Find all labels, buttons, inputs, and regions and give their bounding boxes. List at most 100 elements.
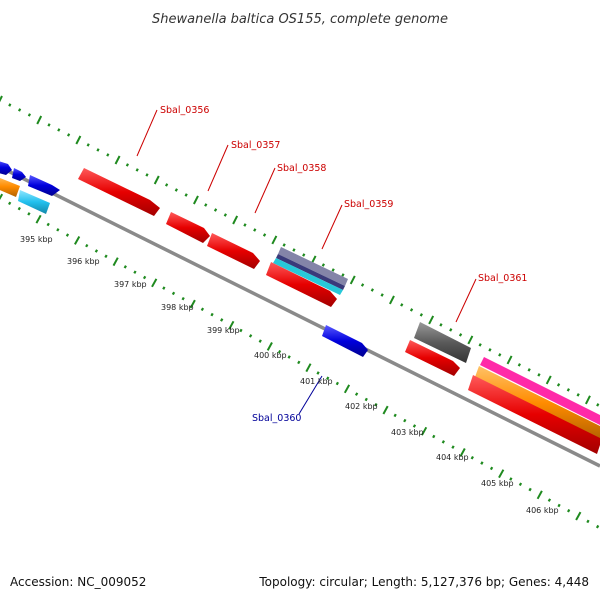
gene-arrow-red[interactable] [166,212,210,243]
scale-minor-tick [411,309,412,311]
scale-major-tick [538,491,542,499]
gene-label-sbal-0357[interactable]: Sbal_0357 [231,140,280,151]
scale-minor-tick [176,189,177,192]
scale-minor-tick [568,510,569,513]
scale-major-tick [268,343,272,351]
scale-major-tick [468,336,472,344]
scale-minor-tick [578,394,579,397]
scale-major-tick [345,385,349,393]
scale-major-tick [152,279,156,287]
scale-major-tick [36,215,40,223]
scale-major-tick [0,96,2,104]
scale-minor-tick [317,372,318,375]
scale-major-tick [383,406,387,414]
scale-tick-label: 405 kbp [481,479,514,488]
scale-minor-tick [450,329,451,332]
scale-minor-tick [337,382,338,385]
scale-minor-tick [146,174,147,177]
scale-minor-tick [342,274,343,277]
scale-minor-tick [362,284,363,287]
scale-minor-tick [144,276,145,278]
scale-minor-tick [67,234,68,236]
scale-major-tick [75,237,79,245]
scale-minor-tick [29,114,30,117]
scale-minor-tick [323,264,324,267]
gene-label-sbal-0358[interactable]: Sbal_0358 [277,163,326,174]
scale-major-tick [37,116,41,124]
scale-minor-tick [134,271,135,273]
scale-minor-tick [88,144,89,147]
scale-minor-tick [597,404,598,407]
scale-minor-tick [587,520,588,523]
genome-map: Shewanella baltica OS155, complete genom… [0,0,600,600]
scale-minor-tick [520,483,521,486]
scale-minor-tick [480,344,481,347]
scale-minor-tick [68,134,69,137]
scale-major-tick [306,364,310,372]
gene-arrow-blue[interactable] [28,175,60,196]
scale-tick-label: 395 kbp [20,235,53,244]
scale-minor-tick [414,425,415,428]
scale-minor-tick [333,269,334,272]
scale-tick-label: 397 kbp [114,280,147,289]
scale-minor-tick [538,374,539,377]
scale-minor-tick [19,109,20,112]
gene-arrow-cyan[interactable] [18,190,50,214]
scale-minor-tick [205,204,206,207]
scale-minor-tick [57,229,58,231]
scale-minor-tick [86,245,87,247]
scale-minor-tick [215,209,216,212]
scale-major-tick [547,376,551,384]
scale-minor-tick [48,124,49,127]
scale-minor-tick [568,389,569,392]
leader-line-sbal-0357 [208,145,228,191]
scale-major-tick [0,194,2,202]
scale-minor-tick [9,104,10,106]
scale-major-tick [429,316,433,324]
scale-tick-label: 399 kbp [207,326,240,335]
gene-arrow-blue[interactable] [322,325,368,357]
gene-label-sbal-0359[interactable]: Sbal_0359 [344,199,393,210]
gene-label-sbal-0356[interactable]: Sbal_0356 [160,105,209,116]
scale-minor-tick [127,164,128,167]
leader-line-sbal-0361 [456,279,476,322]
scale-major-tick [76,136,80,144]
scale-minor-tick [240,329,241,332]
scale-minor-tick [186,194,187,197]
scale-minor-tick [491,467,492,470]
scale-minor-tick [549,499,550,502]
leader-line-sbal-0359 [322,205,342,249]
scale-minor-tick [225,214,226,217]
scale-minor-tick [244,224,245,227]
scale-minor-tick [289,356,290,359]
scale-major-tick [508,356,512,364]
scale-minor-tick [19,207,20,209]
scale-minor-tick [356,393,357,396]
scale-tick-label: 398 kbp [161,303,194,312]
leader-line-sbal-0358 [255,168,275,213]
scale-minor-tick [395,414,396,417]
scale-minor-tick [372,289,373,292]
scale-tick-label: 404 kbp [436,453,469,462]
scale-major-tick [272,236,276,244]
map-title: Shewanella baltica OS155, complete genom… [152,12,448,27]
gene-arrow-red[interactable] [207,233,260,269]
scale-tick-label: 406 kbp [526,506,559,515]
scale-minor-tick [481,462,482,465]
scale-minor-tick [260,340,261,343]
scale-minor-tick [443,441,444,444]
accession-text: Accession: NC_009052 [10,575,146,589]
scale-minor-tick [421,314,422,317]
scale-minor-tick [137,169,138,172]
scale-minor-tick [298,361,299,364]
scale-tick-label: 403 kbp [391,428,424,437]
scale-minor-tick [264,234,265,237]
scale-tick-label: 402 kbp [345,402,378,411]
scale-minor-tick [97,149,98,152]
gene-label-sbal-0361[interactable]: Sbal_0361 [478,273,527,284]
gene-label-sbal-0360[interactable]: Sbal_0360 [252,413,301,424]
scale-minor-tick [558,384,559,387]
scale-minor-tick [125,266,126,268]
feature-track [0,160,600,454]
scale-minor-tick [460,334,461,337]
